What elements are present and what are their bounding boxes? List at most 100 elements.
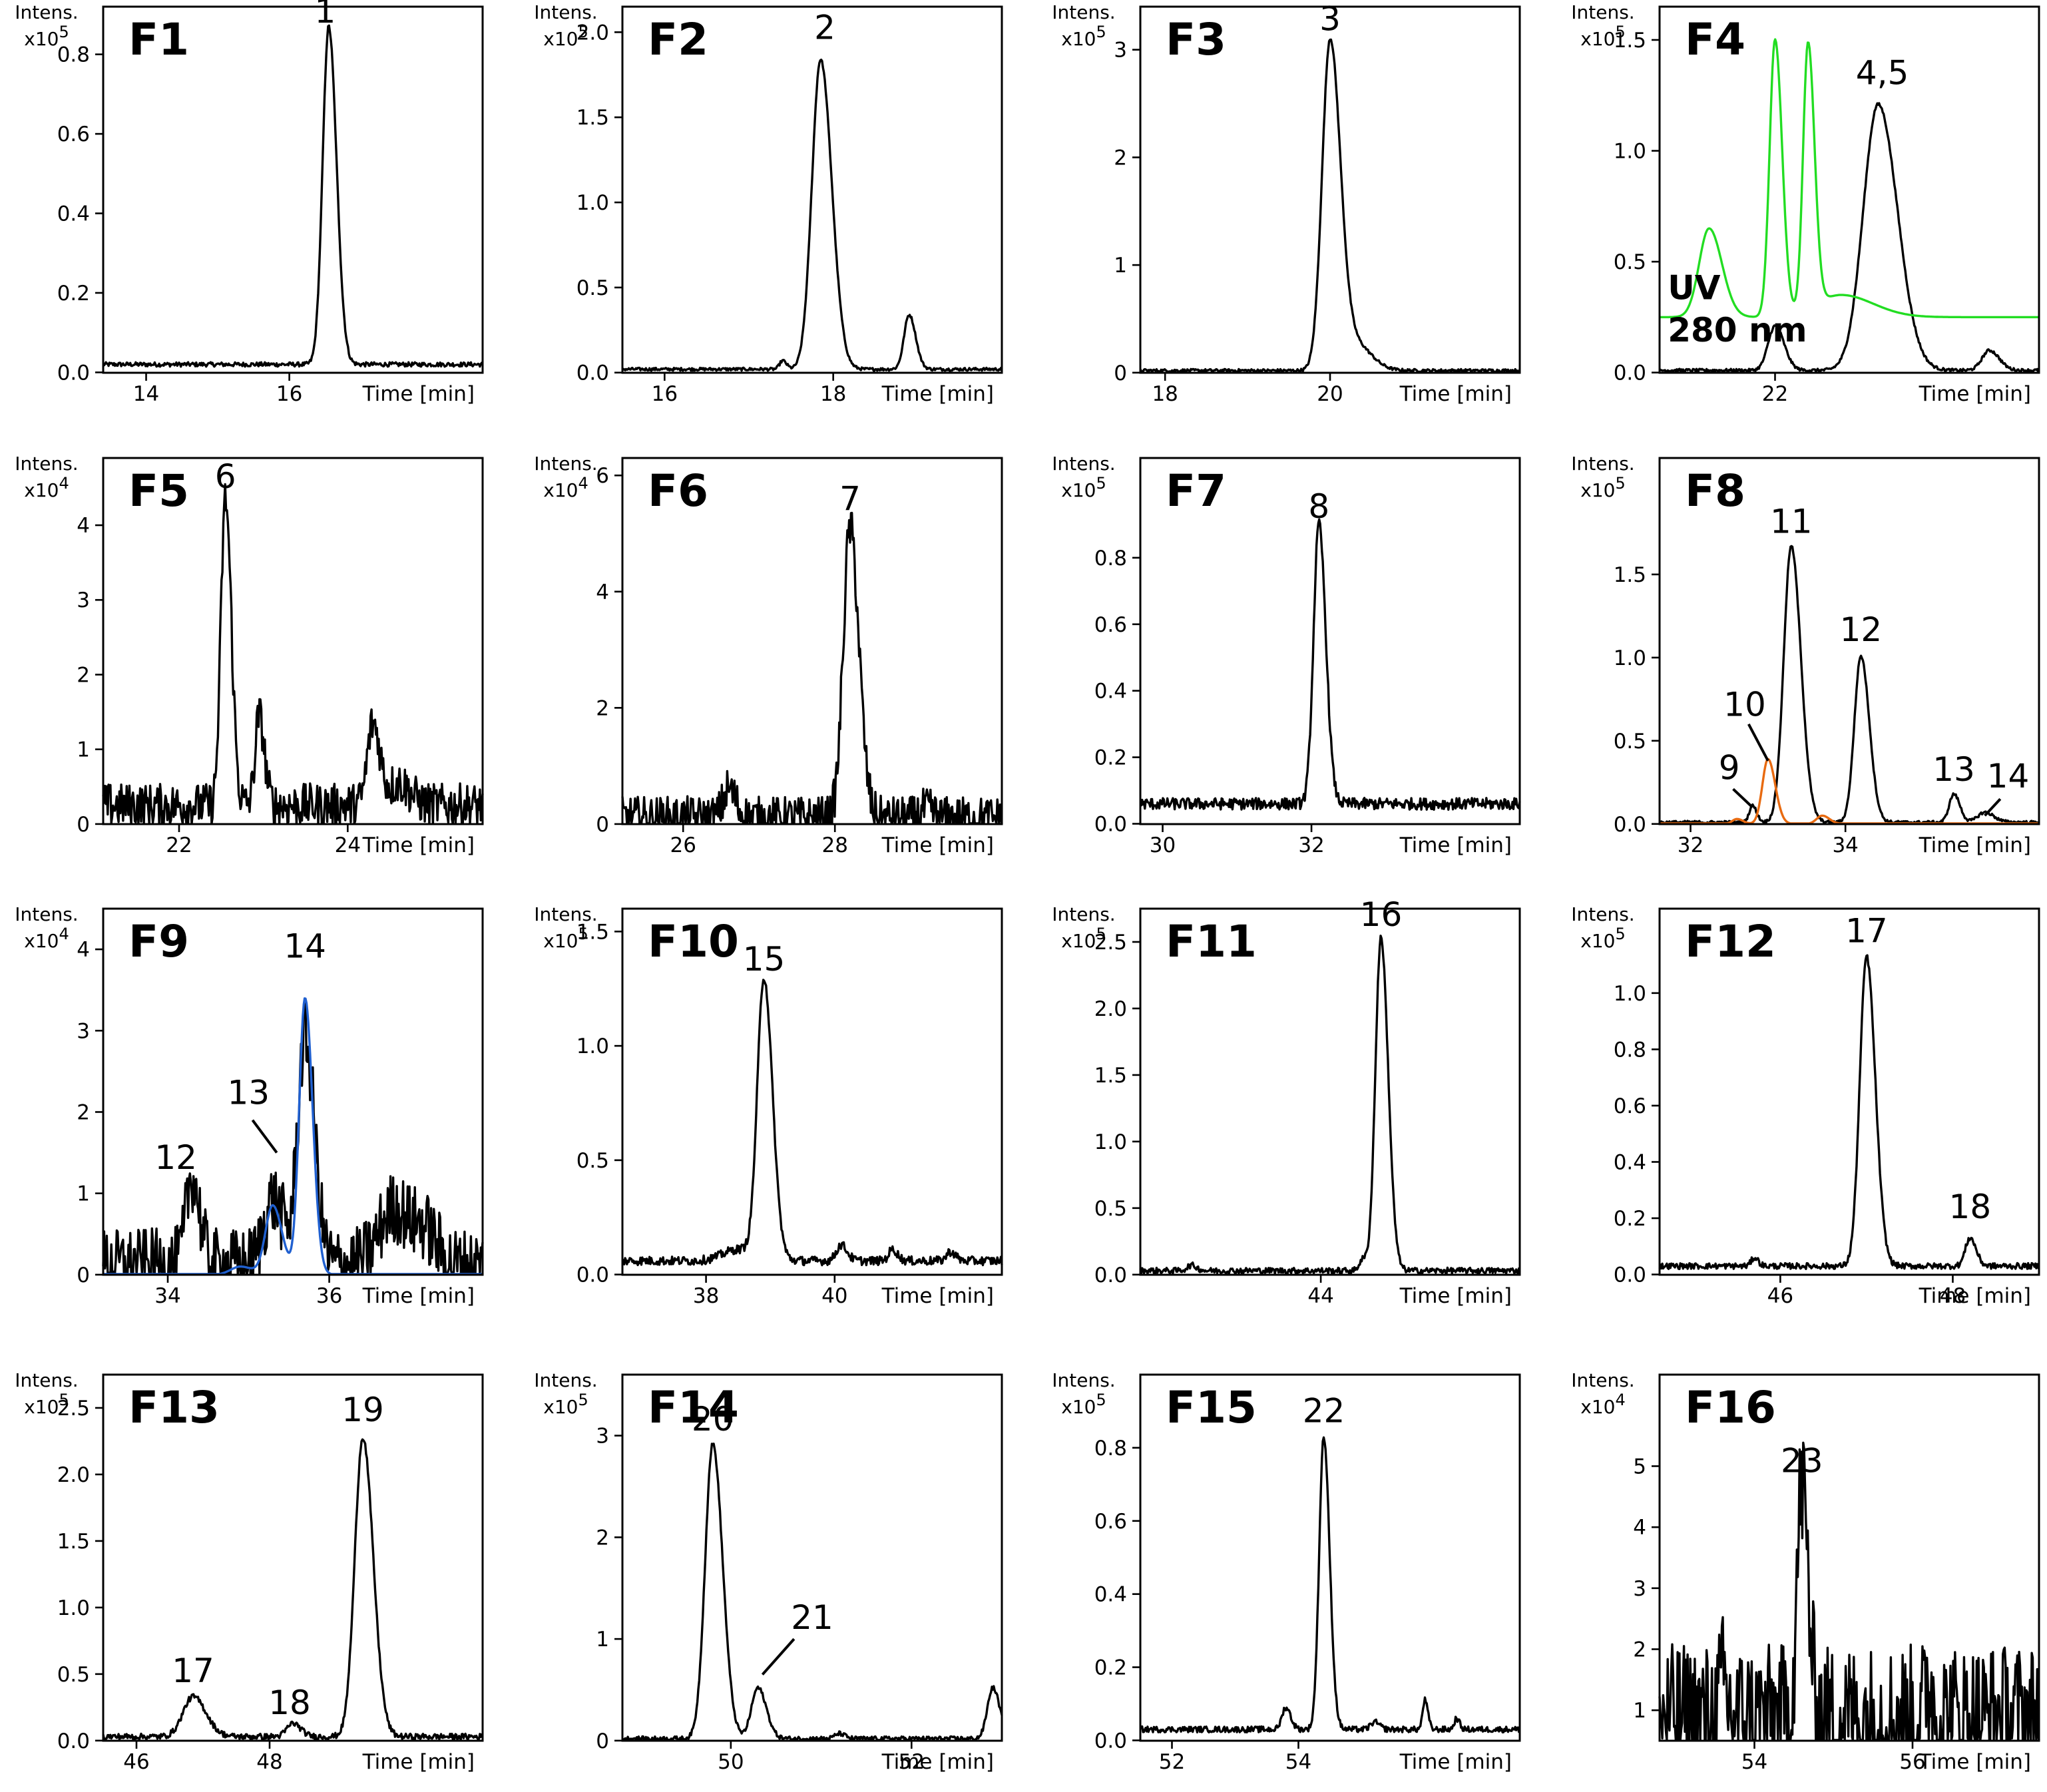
y-tick-label: 0.8 <box>1094 547 1127 570</box>
x-axis-label: Time [min] <box>1399 1284 1512 1308</box>
panel-title: F5 <box>128 465 189 517</box>
plot-frame <box>621 907 1003 1276</box>
y-tick-label: 0.5 <box>1094 1197 1127 1221</box>
plot-frame <box>1658 907 2040 1276</box>
y-scale-exponent: 4 <box>578 474 588 493</box>
peak-pointer <box>1732 787 1753 809</box>
y-scale-base: x10 <box>1580 1396 1615 1418</box>
x-tick-label: 46 <box>1767 1284 1793 1308</box>
series-line-f2-0 <box>621 59 1003 372</box>
y-scale-base: x10 <box>1061 930 1096 952</box>
series-line-f13-0 <box>102 1438 484 1741</box>
y-axis-scale: x105 <box>1061 925 1106 952</box>
y-tick-label: 1.5 <box>1094 1064 1127 1088</box>
series-line-f4-1 <box>1659 38 2040 319</box>
y-tick-label: 1.5 <box>576 106 609 130</box>
x-tick-label: 22 <box>166 833 192 857</box>
peak-label: 18 <box>268 1683 311 1722</box>
y-axis-label: Intens. <box>1571 453 1634 475</box>
x-axis-label: Time [min] <box>362 833 475 857</box>
y-axis-label: Intens. <box>15 903 78 925</box>
panel-title: F13 <box>128 1382 220 1433</box>
y-scale-exponent: 5 <box>1615 474 1625 493</box>
panel-title: F12 <box>1685 916 1776 967</box>
x-tick-label: 48 <box>256 1750 282 1774</box>
peak-label: 14 <box>1987 757 2030 795</box>
y-tick-label: 1.5 <box>1614 29 1646 53</box>
y-axis-scale: x105 <box>543 23 588 50</box>
x-tick-label: 20 <box>1317 382 1343 406</box>
x-tick-label: 34 <box>1832 833 1858 857</box>
y-tick-label: 0.5 <box>1614 250 1646 274</box>
y-scale-base: x10 <box>543 28 578 50</box>
y-scale-exponent: 5 <box>59 1391 69 1409</box>
x-tick-label: 38 <box>693 1284 719 1308</box>
x-axis-label: Time [min] <box>881 1284 994 1308</box>
y-tick-label: 1.0 <box>1614 140 1646 164</box>
x-tick-label: 32 <box>1678 833 1704 857</box>
y-tick-label: 0.6 <box>57 122 90 146</box>
peak-label: 3 <box>1319 0 1341 39</box>
y-scale-base: x10 <box>543 1396 578 1418</box>
y-tick-label: 0.8 <box>1094 1437 1127 1460</box>
y-tick-label: 1 <box>1633 1699 1646 1723</box>
y-tick-label: 2 <box>596 696 609 720</box>
peak-label: 7 <box>839 480 861 519</box>
y-tick-label: 0.0 <box>1094 1263 1127 1287</box>
y-tick-label: 1 <box>77 738 90 762</box>
series-line-f4-0 <box>1659 102 2040 373</box>
x-tick-label: 52 <box>899 1750 925 1774</box>
peak-label: 4,5 <box>1856 54 1909 93</box>
y-tick-label: 0.0 <box>1614 813 1646 837</box>
y-axis-label: Intens. <box>1571 1 1634 23</box>
y-tick-label: 1.0 <box>57 1596 90 1620</box>
peak-pointer <box>251 1119 278 1154</box>
y-scale-base: x10 <box>24 479 59 501</box>
y-axis-label: Intens. <box>1052 1369 1115 1391</box>
x-axis-label: Time [min] <box>881 382 994 406</box>
y-scale-exponent: 5 <box>59 23 69 41</box>
x-axis-label: Time [min] <box>1919 833 2031 857</box>
y-tick-label: 0.6 <box>1094 613 1127 637</box>
x-tick-label: 34 <box>154 1284 180 1308</box>
series-line-f11-0 <box>1139 935 1521 1275</box>
plot-frame <box>102 907 484 1276</box>
y-tick-label: 0.5 <box>57 1663 90 1687</box>
plot-frame <box>1139 457 1521 825</box>
y-axis-scale: x104 <box>24 474 69 501</box>
x-tick-label: 30 <box>1150 833 1176 857</box>
panel-title: F6 <box>648 465 708 517</box>
y-scale-exponent: 5 <box>1096 1391 1106 1409</box>
x-tick-label: 18 <box>1152 382 1178 406</box>
x-axis-label: Time [min] <box>1399 833 1512 857</box>
y-scale-exponent: 5 <box>1615 925 1625 943</box>
peak-label: 13 <box>1933 750 1975 789</box>
y-axis-label: Intens. <box>15 453 78 475</box>
y-tick-label: 4 <box>77 938 90 962</box>
peak-label: 11 <box>1770 502 1813 541</box>
y-tick-label: 0.8 <box>1614 1038 1646 1062</box>
plot-frame <box>1658 457 2040 825</box>
peak-label: 21 <box>791 1598 833 1637</box>
x-axis-label: Time [min] <box>881 833 994 857</box>
x-tick-label: 18 <box>820 382 846 406</box>
y-tick-label: 0 <box>77 813 90 837</box>
y-tick-label: 0 <box>77 1263 90 1287</box>
y-tick-label: 0.2 <box>1614 1207 1646 1231</box>
y-tick-label: 0.6 <box>1614 1094 1646 1118</box>
y-tick-label: 1.0 <box>1614 646 1646 670</box>
y-tick-label: 0.4 <box>1094 680 1127 704</box>
series-line-f12-0 <box>1658 954 2040 1270</box>
peak-label: 12 <box>154 1138 197 1177</box>
peak-label: 9 <box>1719 748 1740 787</box>
y-tick-label: 1 <box>1114 254 1127 278</box>
y-axis-label: Intens. <box>534 1369 597 1391</box>
y-scale-exponent: 5 <box>578 23 588 41</box>
y-scale-base: x10 <box>1061 479 1096 501</box>
y-tick-label: 2.5 <box>1094 931 1127 955</box>
y-axis-label: Intens. <box>1052 903 1115 925</box>
